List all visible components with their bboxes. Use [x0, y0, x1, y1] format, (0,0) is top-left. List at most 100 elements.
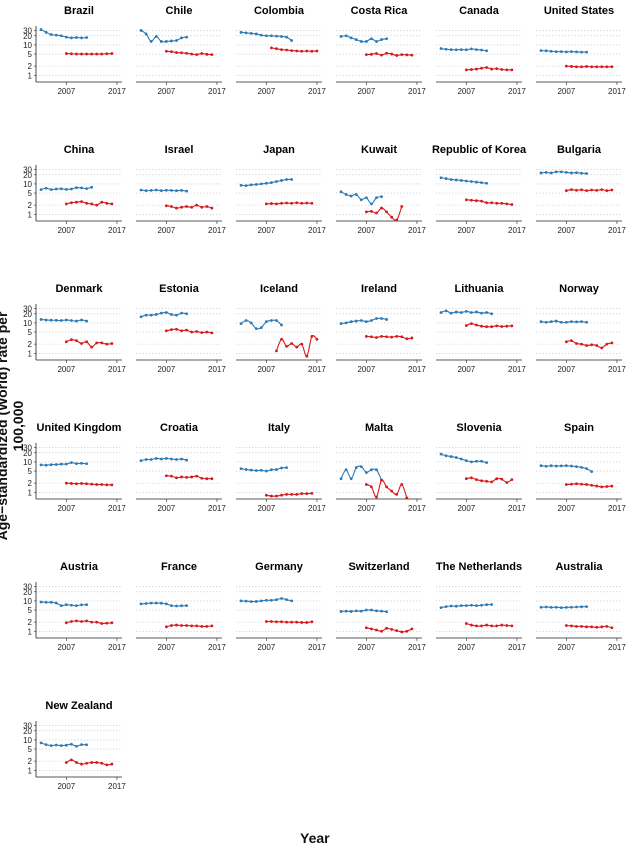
red-point	[195, 203, 199, 207]
red-point	[390, 335, 394, 339]
y-tick-label: 2	[28, 479, 33, 488]
x-tick-label: 2007	[357, 87, 375, 96]
panel-title: United States	[544, 5, 614, 17]
red-series-line	[566, 483, 612, 488]
red-series-line	[166, 204, 213, 209]
red-point	[90, 52, 94, 56]
blue-point	[539, 320, 543, 324]
blue-point	[380, 195, 383, 199]
red-point	[110, 202, 114, 206]
blue-point	[275, 598, 278, 602]
blue-point	[585, 172, 588, 175]
red-point	[85, 52, 88, 56]
blue-point	[370, 608, 373, 612]
x-tick-label: 2017	[308, 87, 326, 96]
red-point	[175, 206, 178, 210]
y-tick-label: 1	[28, 766, 33, 775]
blue-point	[375, 40, 378, 43]
red-point	[500, 68, 504, 71]
red-point	[370, 209, 373, 213]
blue-point	[559, 50, 563, 54]
red-point	[400, 483, 404, 486]
red-point	[80, 342, 83, 345]
red-point	[505, 481, 509, 484]
blue-point	[485, 181, 488, 185]
blue-point	[539, 464, 543, 468]
blue-point	[290, 599, 294, 603]
blue-point	[375, 196, 378, 200]
red-point	[575, 482, 578, 486]
blue-point	[285, 35, 288, 39]
blue-point	[64, 318, 68, 322]
red-point	[64, 481, 68, 485]
y-tick-label: 5	[28, 189, 33, 198]
blue-point	[54, 601, 58, 605]
red-point	[385, 626, 388, 630]
red-point	[270, 620, 273, 623]
blue-point	[144, 458, 148, 461]
red-point	[110, 342, 114, 345]
red-point	[600, 346, 604, 350]
blue-point	[49, 744, 53, 747]
red-point	[195, 624, 199, 628]
red-point	[580, 65, 583, 69]
red-point	[200, 205, 204, 209]
blue-point	[554, 170, 558, 174]
blue-point	[439, 176, 443, 180]
red-point	[285, 620, 288, 624]
red-series-line	[266, 620, 312, 624]
red-point	[285, 344, 288, 348]
blue-point	[64, 462, 68, 466]
panel-title: Costa Rica	[351, 5, 409, 17]
red-point	[585, 483, 588, 486]
red-point	[100, 200, 104, 204]
x-tick-label: 2017	[108, 504, 126, 513]
blue-point	[54, 463, 58, 466]
red-point	[164, 474, 168, 478]
red-point	[464, 198, 468, 202]
red-point	[370, 485, 373, 489]
red-point	[595, 344, 599, 347]
blue-point	[354, 466, 358, 469]
panel-title: United Kingdom	[37, 422, 122, 434]
x-tick-label: 2007	[257, 87, 275, 96]
red-point	[595, 189, 599, 192]
red-point	[590, 483, 594, 487]
panel-title: Estonia	[159, 283, 200, 295]
blue-point	[544, 49, 548, 53]
y-tick-label: 1	[28, 488, 33, 497]
red-point	[285, 201, 288, 205]
blue-point	[580, 465, 583, 469]
red-point	[375, 211, 378, 215]
blue-point	[259, 468, 263, 472]
blue-point	[254, 32, 258, 36]
blue-point	[580, 171, 583, 175]
x-tick-label: 2017	[608, 365, 626, 374]
red-point	[575, 624, 578, 628]
red-point	[480, 324, 483, 328]
red-point	[270, 494, 273, 498]
panel-title: Austria	[60, 561, 99, 573]
panel-title: Croatia	[160, 422, 199, 434]
blue-series-line	[240, 467, 287, 472]
red-series-line	[166, 328, 212, 334]
red-point	[370, 335, 373, 339]
blue-point	[270, 181, 273, 185]
red-point	[185, 328, 188, 332]
panel-title: Norway	[559, 283, 600, 295]
blue-series-line	[141, 602, 187, 607]
x-tick-label: 2007	[257, 504, 275, 513]
blue-point	[239, 599, 243, 603]
red-point	[575, 188, 578, 192]
red-point	[505, 624, 509, 627]
blue-point	[75, 36, 78, 39]
red-series-line	[566, 189, 612, 192]
blue-point	[44, 743, 48, 747]
red-point	[85, 201, 88, 205]
blue-point	[70, 461, 73, 464]
red-point	[310, 620, 314, 624]
blue-point	[364, 471, 368, 474]
red-point	[95, 483, 99, 486]
x-tick-label: 2017	[508, 226, 526, 235]
